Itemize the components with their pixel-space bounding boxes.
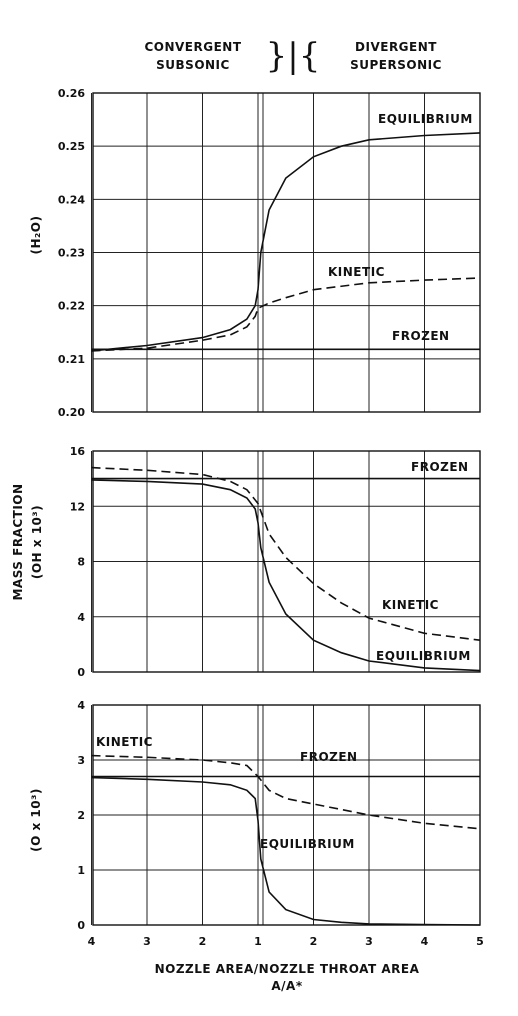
y-tick-label: 0.23	[58, 247, 85, 260]
y-tick-label: 0.25	[58, 140, 85, 153]
series-line-kinetic	[91, 277, 481, 352]
y-tick-label: 0.21	[58, 353, 85, 366]
ylabel-o: (O x 10³)	[29, 788, 43, 852]
y-tick-label: 0.22	[58, 300, 85, 313]
x-tick-label: 2	[310, 935, 318, 948]
xlabel-sub: A/A*	[271, 979, 302, 993]
header-convergent: CONVERGENT	[144, 40, 241, 54]
x-tick-label: 2	[199, 935, 207, 948]
y-tick-label: 12	[70, 500, 85, 513]
header-supersonic: SUPERSONIC	[350, 58, 442, 72]
y-tick-label: 0.26	[58, 87, 85, 100]
header: CONVERGENT SUBSONIC }|{ DIVERGENT SUPERS…	[144, 36, 441, 76]
y-tick-label: 8	[77, 556, 85, 569]
y-tick-label: 0	[77, 666, 85, 679]
x-tick-label: 5	[476, 935, 484, 948]
chart-panel-1: 0.26 0.25 0.24 0.23 0.22 0.21 0.20 EQUILIBRIUM K…	[58, 87, 481, 419]
x-tick-label: 1	[254, 935, 262, 948]
ylabel-h2o: (H₂O)	[29, 216, 43, 255]
y-tick-label: 1	[77, 864, 85, 877]
series-label-kinetic: KINETIC	[328, 265, 385, 279]
series-label-equilibrium: EQUILIBRIUM	[378, 112, 473, 126]
series-line-kinetic	[91, 754, 481, 830]
plot-frame	[92, 450, 481, 673]
chart-panel-2: 16 12 8 4 0 FROZEN KINETIC EQUILIBRIUM	[70, 445, 481, 679]
header-divergent: DIVERGENT	[355, 40, 437, 54]
series-label-frozen: FROZEN	[411, 460, 469, 474]
series-line-equilibrium	[91, 479, 481, 672]
series-label-frozen: FROZEN	[300, 750, 358, 764]
y-tick-label: 3	[77, 754, 85, 767]
series-line-equilibrium	[91, 132, 481, 352]
series-label-equilibrium: EQUILIBRIUM	[376, 649, 471, 663]
chart-panel-3: 4 3 2 1 0 FROZEN KINETIC EQUILIBRIUM 4 3 2 1 2 3 4 5	[77, 699, 483, 948]
y-tick-label: 16	[70, 445, 86, 458]
series-line-kinetic	[91, 466, 481, 641]
series-line-equilibrium	[91, 776, 481, 926]
plot-frame	[92, 92, 481, 413]
series-label-frozen: FROZEN	[392, 329, 450, 343]
plot-frame	[92, 704, 481, 926]
header-subsonic: SUBSONIC	[156, 58, 230, 72]
y-tick-label: 2	[77, 809, 85, 822]
y-tick-label: 0.20	[58, 406, 85, 419]
series-label-kinetic: KINETIC	[382, 598, 439, 612]
y-tick-label: 0	[77, 919, 85, 932]
y-tick-label: 4	[77, 611, 85, 624]
x-tick-label: 4	[421, 935, 429, 948]
y-tick-label: 4	[77, 699, 85, 712]
xlabel: NOZZLE AREA/NOZZLE THROAT AREA	[155, 962, 420, 976]
x-tick-label: 3	[365, 935, 373, 948]
series-label-equilibrium: EQUILIBRIUM	[260, 837, 355, 851]
ylabel-mass-fraction: MASS FRACTION	[11, 483, 25, 600]
series-label-kinetic: KINETIC	[96, 735, 153, 749]
x-tick-label: 3	[143, 935, 151, 948]
region-divider: }|{	[266, 36, 321, 76]
x-tick-label: 4	[88, 935, 96, 948]
y-tick-label: 0.24	[58, 193, 85, 206]
ylabel-oh: (OH x 10³)	[30, 505, 44, 579]
